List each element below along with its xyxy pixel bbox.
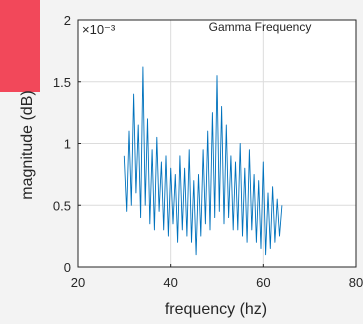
y-tick-label: 1.5 xyxy=(53,75,71,90)
y-tick-label: 0.5 xyxy=(53,198,71,213)
ticks: 20 40 60 80 0 0.5 1 1.5 2 xyxy=(53,13,363,290)
x-tick-label: 80 xyxy=(349,275,363,290)
y-tick-label: 1 xyxy=(64,137,71,152)
y-axis-label: magnitude (dB) xyxy=(19,90,36,199)
series-line xyxy=(123,66,283,256)
grid xyxy=(78,20,356,267)
x-axis-label: frequency (hz) xyxy=(165,301,267,318)
y-exponent-label: ×10⁻³ xyxy=(82,22,116,37)
chart-title: Gamma Frequency xyxy=(209,20,312,34)
y-tick-label: 2 xyxy=(64,13,71,28)
x-tick-label: 60 xyxy=(256,275,270,290)
x-tick-label: 40 xyxy=(163,275,177,290)
x-tick-label: 20 xyxy=(71,275,85,290)
y-tick-label: 0 xyxy=(64,260,71,275)
accent-shape xyxy=(0,0,40,92)
